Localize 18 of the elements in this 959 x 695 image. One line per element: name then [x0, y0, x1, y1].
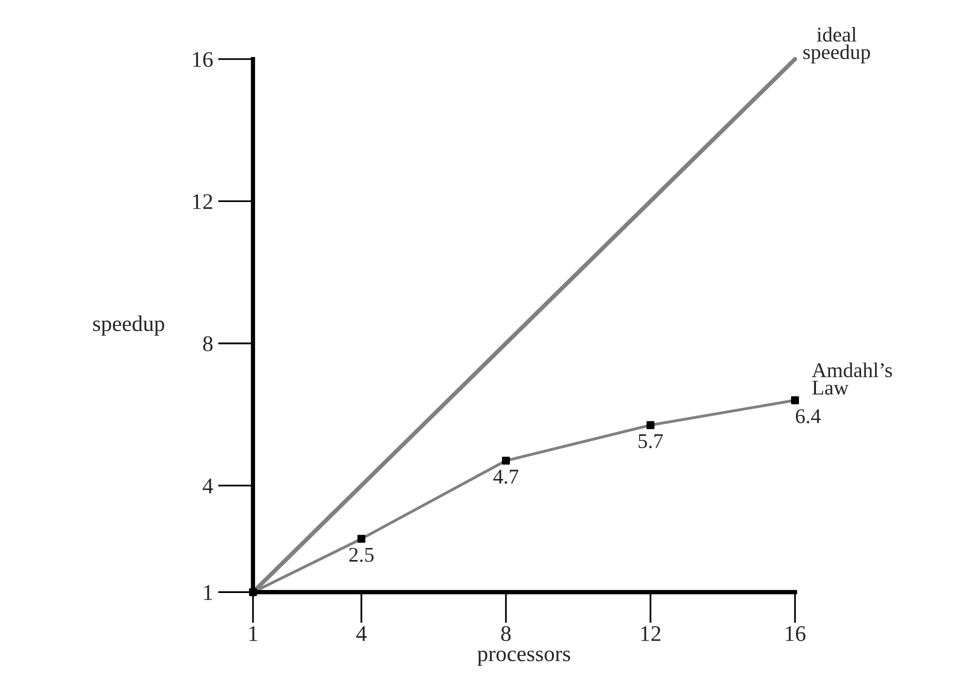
y-tick-label: 12: [193, 194, 212, 209]
x-tick-label: 1: [249, 626, 258, 641]
data-label: 6.4: [796, 409, 821, 424]
x-tick-label: 8: [501, 626, 511, 642]
x-axis-title: processors: [477, 650, 570, 666]
data-label: 5.7: [638, 434, 663, 448]
y-tick-label: 16: [193, 52, 213, 68]
data-label: 4.7: [493, 470, 518, 484]
x-tick-label: 12: [641, 626, 660, 641]
series-label: ideal speedup: [803, 27, 870, 64]
series-label: Amdahl’s Law: [812, 362, 892, 395]
x-tick-label: 4: [356, 626, 367, 641]
y-tick-label: 8: [203, 336, 213, 352]
y-axis-title: speedup: [93, 316, 164, 336]
y-tick-label: 1: [204, 585, 212, 600]
data-label: 2.5: [349, 548, 374, 562]
y-tick-label: 4: [202, 478, 214, 494]
x-tick-label: 16: [786, 626, 806, 642]
